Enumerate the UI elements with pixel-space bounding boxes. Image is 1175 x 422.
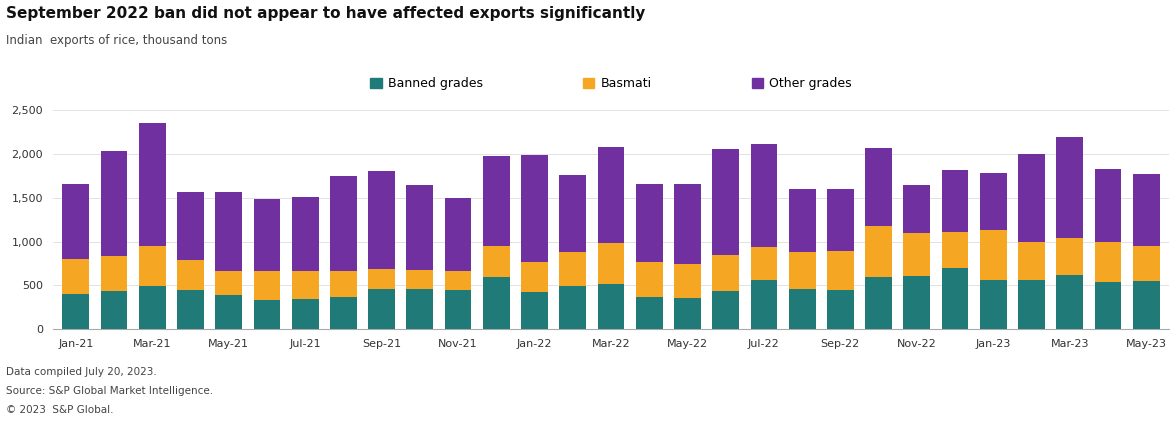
Bar xyxy=(368,289,395,329)
Text: September 2022 ban did not appear to have affected exports significantly: September 2022 ban did not appear to hav… xyxy=(6,6,645,22)
Bar xyxy=(980,230,1007,280)
Bar xyxy=(980,173,1007,230)
Text: Data compiled July 20, 2023.: Data compiled July 20, 2023. xyxy=(6,367,156,377)
Bar xyxy=(522,262,548,292)
Bar xyxy=(827,251,854,290)
Bar xyxy=(751,247,778,280)
Text: Indian  exports of rice, thousand tons: Indian exports of rice, thousand tons xyxy=(6,34,227,47)
Bar xyxy=(139,123,166,246)
Bar xyxy=(788,252,815,289)
Bar xyxy=(1018,242,1045,280)
Bar xyxy=(1095,282,1121,329)
Bar xyxy=(941,268,968,329)
Bar xyxy=(598,147,624,243)
Bar xyxy=(712,149,739,254)
Bar xyxy=(598,243,624,284)
Bar xyxy=(254,271,281,300)
Bar xyxy=(62,294,89,329)
Bar xyxy=(291,299,318,329)
Bar xyxy=(788,189,815,252)
Bar xyxy=(674,264,700,298)
Bar xyxy=(101,256,127,291)
Bar xyxy=(1056,238,1083,275)
Bar xyxy=(712,292,739,329)
Bar xyxy=(751,280,778,329)
Bar xyxy=(368,171,395,269)
Bar xyxy=(522,155,548,262)
Bar xyxy=(62,184,89,259)
Bar xyxy=(62,259,89,294)
Bar xyxy=(1133,246,1160,281)
Bar xyxy=(139,286,166,329)
Bar xyxy=(559,252,586,286)
Bar xyxy=(444,271,471,290)
Legend: Banned grades, Basmati, Other grades: Banned grades, Basmati, Other grades xyxy=(370,78,852,90)
Bar xyxy=(444,290,471,329)
Bar xyxy=(1133,173,1160,246)
Bar xyxy=(483,277,510,329)
Bar xyxy=(674,184,700,264)
Bar xyxy=(254,300,281,329)
Bar xyxy=(559,175,586,252)
Bar xyxy=(215,271,242,295)
Bar xyxy=(101,151,127,256)
Bar xyxy=(904,185,931,233)
Bar xyxy=(407,289,434,329)
Bar xyxy=(1133,281,1160,329)
Text: Source: S&P Global Market Intelligence.: Source: S&P Global Market Intelligence. xyxy=(6,386,213,396)
Bar xyxy=(980,280,1007,329)
Bar xyxy=(904,276,931,329)
Bar xyxy=(177,290,204,329)
Bar xyxy=(1018,280,1045,329)
Bar xyxy=(330,271,357,297)
Bar xyxy=(215,295,242,329)
Bar xyxy=(904,233,931,276)
Bar xyxy=(751,144,778,247)
Bar xyxy=(941,232,968,268)
Bar xyxy=(139,246,166,286)
Bar xyxy=(177,260,204,290)
Bar xyxy=(636,262,663,297)
Bar xyxy=(483,246,510,277)
Bar xyxy=(483,157,510,246)
Bar xyxy=(330,176,357,271)
Bar xyxy=(788,289,815,329)
Bar xyxy=(636,297,663,329)
Bar xyxy=(827,290,854,329)
Bar xyxy=(941,170,968,232)
Bar xyxy=(101,291,127,329)
Bar xyxy=(177,192,204,260)
Bar xyxy=(1056,275,1083,329)
Bar xyxy=(291,271,318,299)
Bar xyxy=(712,254,739,292)
Bar xyxy=(559,286,586,329)
Bar xyxy=(407,185,434,271)
Bar xyxy=(674,298,700,329)
Bar xyxy=(636,184,663,262)
Text: © 2023  S&P Global.: © 2023 S&P Global. xyxy=(6,405,113,415)
Bar xyxy=(330,297,357,329)
Bar xyxy=(598,284,624,329)
Bar xyxy=(407,271,434,289)
Bar xyxy=(1018,154,1045,242)
Bar xyxy=(368,269,395,289)
Bar xyxy=(865,148,892,226)
Bar xyxy=(1056,137,1083,238)
Bar xyxy=(865,276,892,329)
Bar xyxy=(254,200,281,271)
Bar xyxy=(291,197,318,271)
Bar xyxy=(865,226,892,276)
Bar xyxy=(444,197,471,271)
Bar xyxy=(1095,169,1121,241)
Bar xyxy=(827,189,854,251)
Bar xyxy=(1095,241,1121,282)
Bar xyxy=(522,292,548,329)
Bar xyxy=(215,192,242,271)
